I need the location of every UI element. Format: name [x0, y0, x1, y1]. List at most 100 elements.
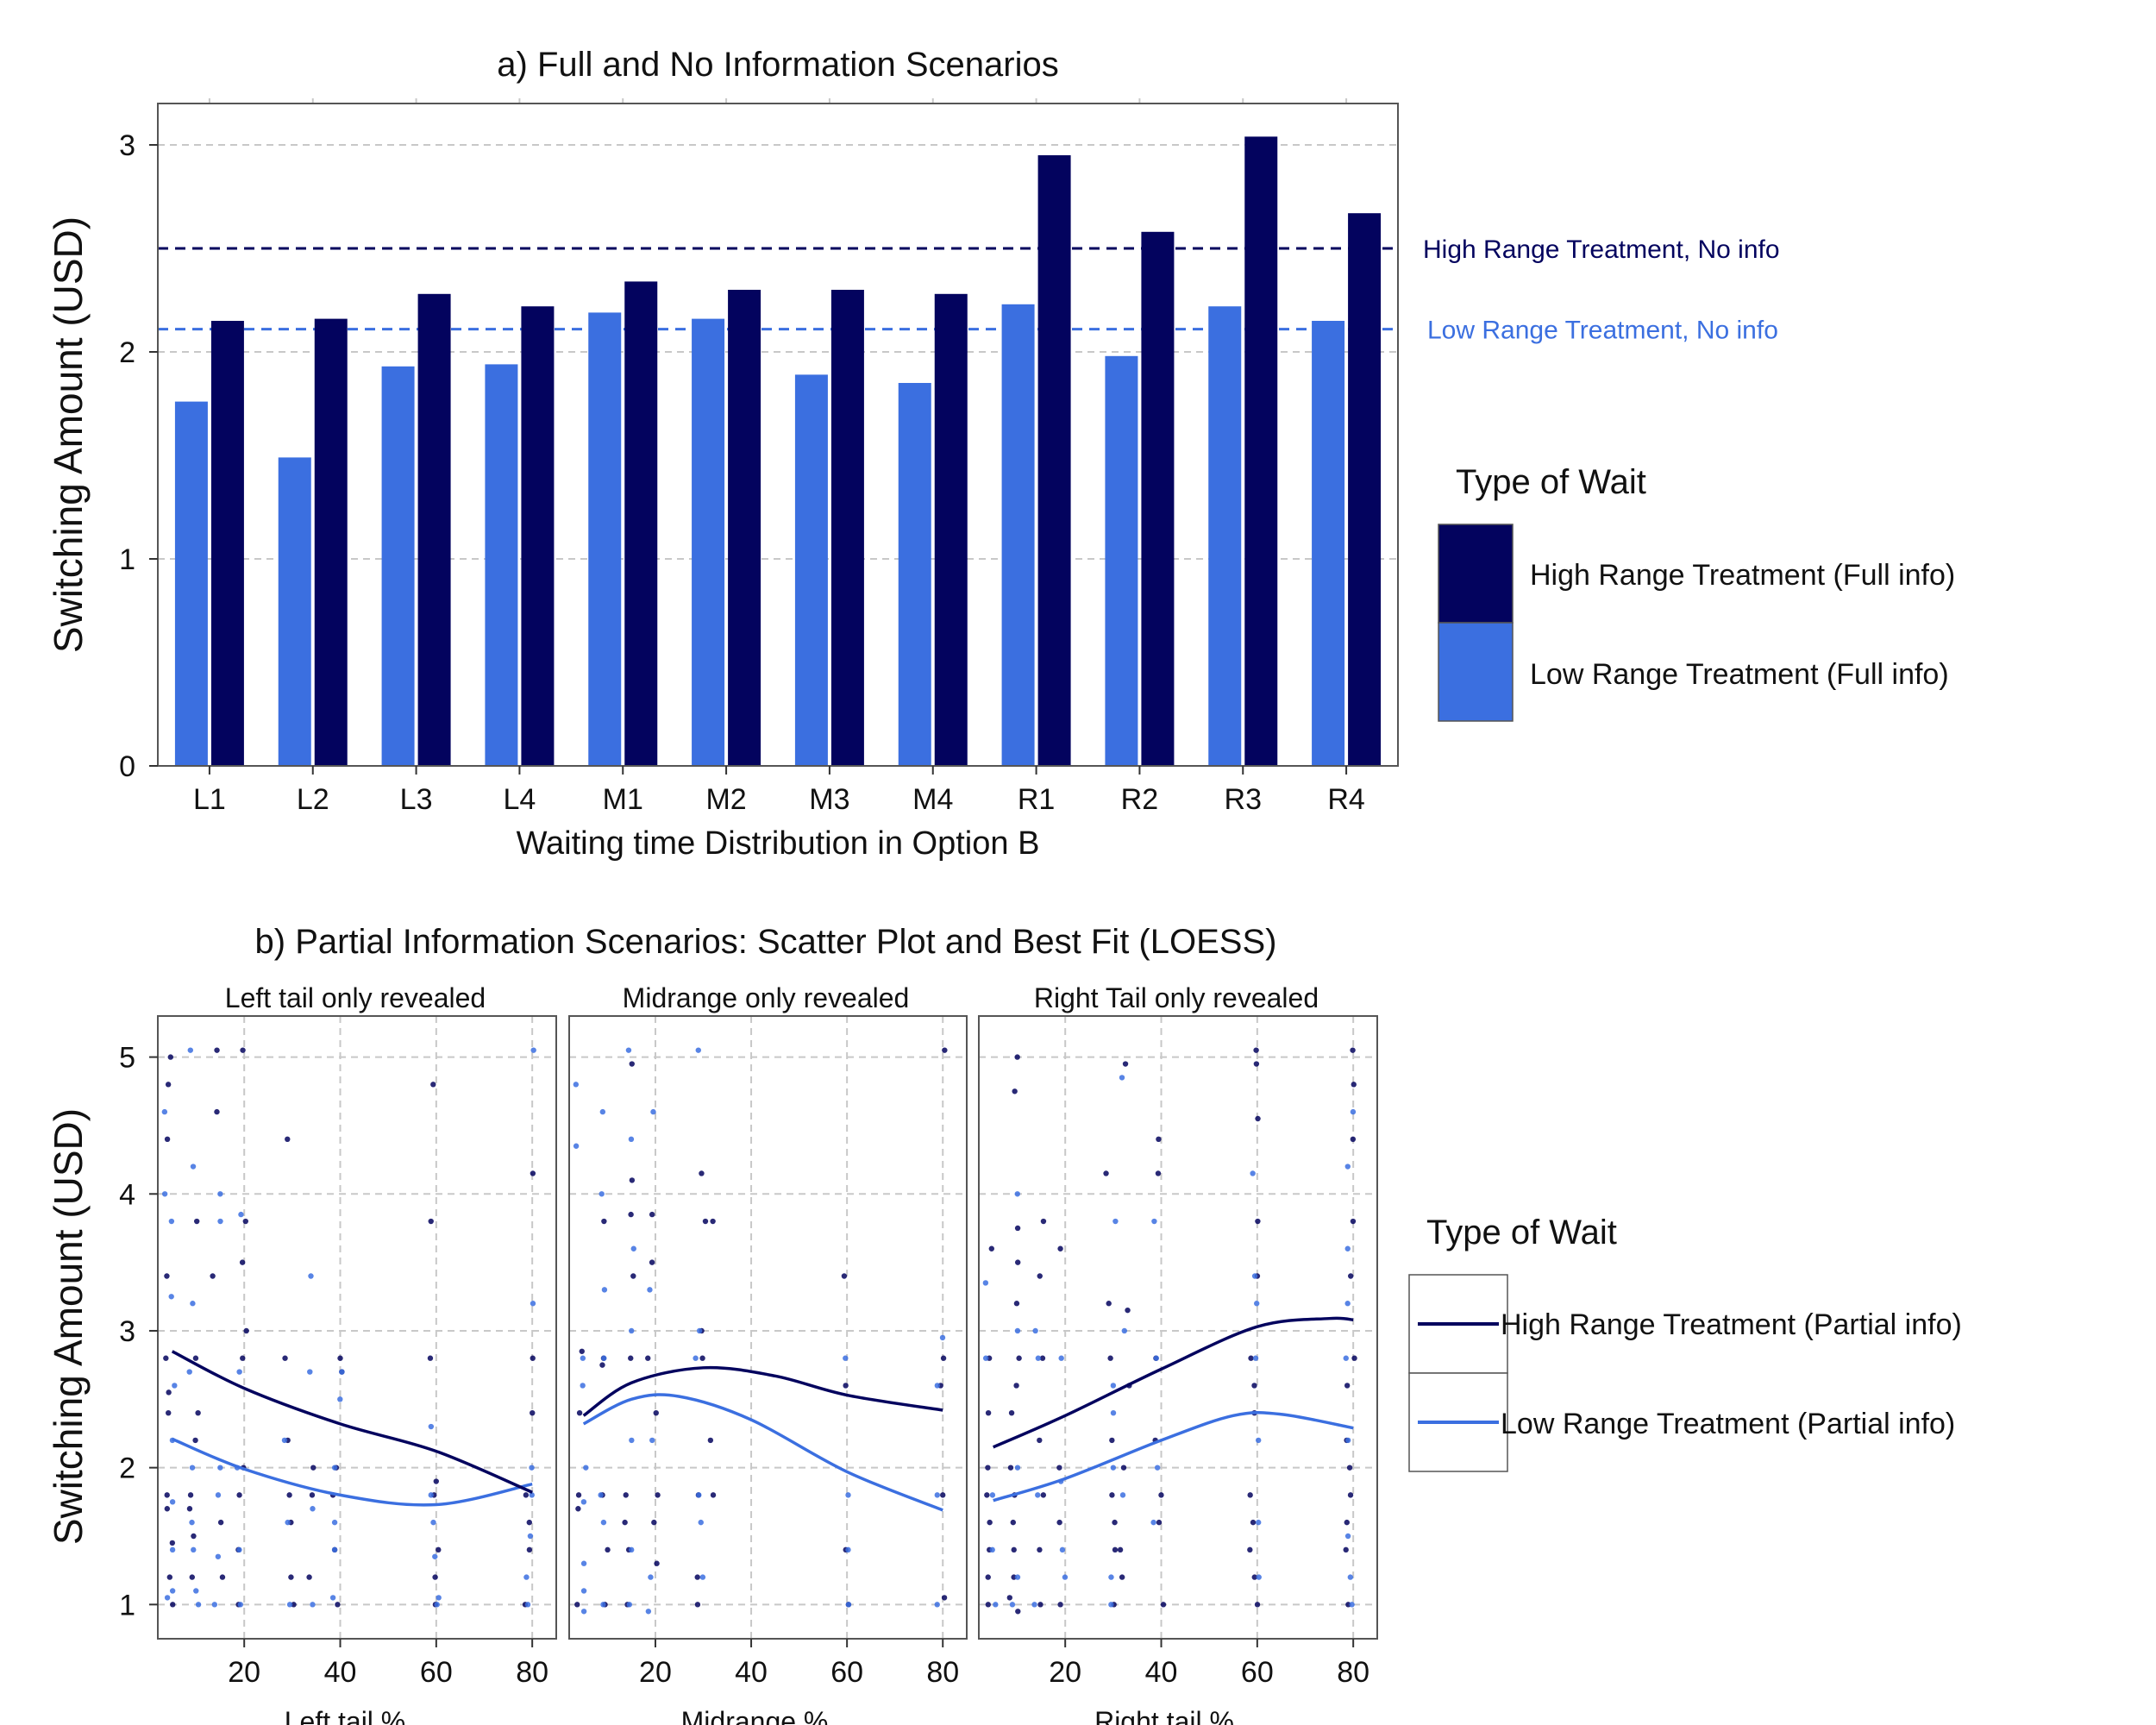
legend-label-low-full: Low Range Treatment (Full info) — [1530, 658, 1949, 691]
x-tick-label: 60 — [420, 1656, 453, 1689]
y-tick-label: 4 — [119, 1178, 135, 1211]
legend-label-low-partial: Low Range Treatment (Partial info) — [1501, 1408, 1955, 1440]
point-high — [987, 1519, 993, 1526]
point-low — [1014, 1574, 1021, 1580]
y-tick-label: 1 — [119, 543, 135, 576]
point-high — [167, 1054, 173, 1060]
point-high — [219, 1574, 226, 1580]
point-high — [605, 1546, 611, 1553]
point-high — [1010, 1519, 1016, 1526]
point-low — [934, 1602, 940, 1608]
point-high — [187, 1492, 194, 1498]
x-tick-label: 80 — [516, 1656, 548, 1689]
point-high — [214, 1108, 220, 1115]
facet-x-axis-label-midrange: Midrange % — [681, 1706, 829, 1725]
point-high — [653, 1409, 659, 1416]
point-low — [189, 1465, 196, 1471]
point-low — [1250, 1170, 1256, 1176]
point-low — [1035, 1355, 1042, 1361]
point-high — [166, 1409, 172, 1416]
point-high — [574, 1602, 580, 1608]
point-high — [291, 1602, 297, 1608]
point-low — [1119, 1492, 1126, 1498]
point-high — [622, 1519, 628, 1526]
facet-strip-midrange: Midrange only revealed — [623, 982, 910, 1013]
point-low — [331, 1519, 338, 1526]
bar-low-L3 — [381, 366, 415, 766]
point-high — [164, 1136, 171, 1143]
point-low — [527, 1533, 534, 1540]
x-tick-label: 60 — [1241, 1656, 1274, 1689]
point-high — [1006, 1595, 1012, 1601]
x-tick-label: M4 — [912, 783, 953, 816]
point-low — [989, 1546, 995, 1553]
x-tick-label: R2 — [1121, 783, 1158, 816]
bar-high-L4 — [521, 306, 555, 766]
bar-low-L1 — [174, 401, 208, 766]
bar-low-R4 — [1312, 321, 1345, 766]
point-high — [242, 1218, 248, 1225]
point-high — [239, 1259, 246, 1265]
point-low — [310, 1506, 316, 1512]
point-low — [1154, 1465, 1161, 1471]
point-low — [285, 1519, 291, 1526]
y-tick-label: 5 — [119, 1042, 135, 1075]
point-high — [530, 1170, 536, 1176]
point-high — [526, 1519, 533, 1526]
point-low — [625, 1047, 632, 1053]
point-high — [1350, 1136, 1357, 1143]
point-low — [630, 1245, 636, 1251]
point-high — [1344, 1519, 1350, 1526]
point-high — [430, 1082, 436, 1088]
point-high — [1056, 1465, 1062, 1471]
point-high — [1037, 1437, 1043, 1444]
point-low — [601, 1355, 607, 1361]
point-low — [1344, 1533, 1351, 1540]
point-high — [1347, 1492, 1354, 1498]
legend-label-high-partial: High Range Treatment (Partial info) — [1501, 1308, 1962, 1341]
point-low — [523, 1574, 530, 1580]
point-high — [1057, 1602, 1063, 1608]
point-low — [645, 1609, 652, 1615]
point-low — [845, 1602, 852, 1608]
loess-fit-low — [993, 1411, 1354, 1502]
point-high — [628, 1355, 634, 1361]
facet-strip-right-tail: Right Tail only revealed — [1034, 982, 1319, 1013]
point-high — [699, 1170, 705, 1176]
point-low — [1108, 1602, 1114, 1608]
point-high — [1117, 1546, 1124, 1553]
x-tick-label: M3 — [809, 783, 849, 816]
point-low — [436, 1595, 442, 1601]
point-high — [1251, 1383, 1257, 1389]
point-high — [433, 1478, 439, 1484]
point-high — [579, 1348, 585, 1354]
point-low — [1255, 1519, 1262, 1526]
point-low — [599, 1108, 606, 1115]
point-low — [186, 1369, 192, 1375]
point-low — [934, 1383, 941, 1389]
bar-chart-title: a) Full and No Information Scenarios — [497, 46, 1058, 84]
bar-chart-plot-frame — [157, 103, 1399, 767]
point-high — [1250, 1519, 1257, 1526]
point-high — [1253, 1061, 1260, 1067]
point-low — [524, 1602, 531, 1608]
point-high — [985, 1602, 992, 1608]
point-low — [580, 1383, 586, 1389]
x-tick-label: 60 — [830, 1656, 863, 1689]
loess-fit-high — [582, 1365, 943, 1417]
point-high — [1247, 1546, 1253, 1553]
bar-high-R1 — [1037, 155, 1071, 766]
point-low — [843, 1355, 849, 1361]
point-low — [1119, 1075, 1125, 1081]
y-tick-label: 0 — [119, 750, 135, 783]
point-low — [1035, 1492, 1041, 1498]
point-low — [337, 1396, 343, 1402]
point-low — [432, 1553, 438, 1559]
point-low — [989, 1492, 996, 1498]
point-low — [628, 1136, 635, 1143]
point-high — [1254, 1602, 1261, 1608]
point-high — [186, 1506, 193, 1512]
point-low — [331, 1465, 338, 1471]
point-low — [1251, 1273, 1258, 1279]
point-high — [655, 1492, 661, 1498]
